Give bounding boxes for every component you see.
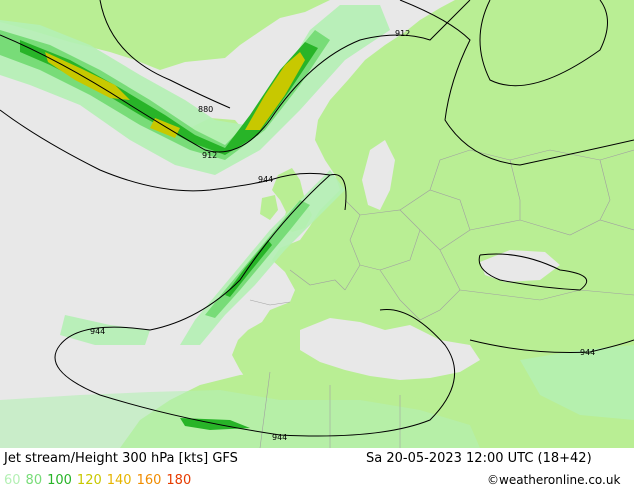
contour-label-912: 912 (202, 151, 217, 160)
legend-item: 160 (136, 473, 162, 488)
height-contours (0, 0, 634, 437)
contour-912-north (0, 0, 471, 153)
jet-stream-map: 912 880 912 944 944 944 944 (0, 0, 634, 449)
contour-label-944-a: 944 (258, 175, 273, 184)
jet-60-west (60, 315, 150, 345)
jet-100-greenland (20, 40, 318, 155)
sea-baltic (362, 140, 395, 210)
contour-944-west (59, 174, 331, 346)
contour-label-944-south: 944 (272, 433, 287, 442)
contour-880 (99, 0, 231, 109)
legend-item: 180 (166, 473, 192, 488)
land-greenland (0, 0, 330, 70)
contour-912-ring (479, 0, 608, 87)
credit-link[interactable]: ©weatheronline.co.uk (487, 473, 621, 487)
contour-944-north (0, 109, 347, 211)
map-footer: Jet stream/Height 300 hPa [kts] GFS Sa 2… (0, 448, 634, 490)
contour-label-944-east: 944 (580, 348, 595, 357)
map-datetime: Sa 20-05-2023 12:00 UTC (18+42) (366, 451, 592, 466)
contour-944-closed (399, 0, 634, 166)
jet-120-greenland-b (150, 118, 180, 138)
jet-60-south (0, 390, 480, 448)
speed-legend: 60 80 100 120 140 160 180 (4, 473, 196, 488)
sea-black-sea (480, 250, 560, 282)
legend-item: 100 (47, 473, 72, 488)
legend-item: 120 (76, 473, 102, 488)
jet-120-greenland-a (45, 52, 130, 100)
legend-item: 80 (25, 473, 43, 488)
sea-mediterranean (300, 318, 480, 380)
contour-944-east (469, 339, 634, 353)
jet-120-greenland-c (245, 52, 305, 130)
contour-label-880: 880 (198, 105, 213, 114)
land-ireland (260, 195, 278, 220)
country-borders (249, 149, 634, 449)
legend-item: 60 (4, 473, 21, 488)
legend-item: 140 (106, 473, 132, 488)
contour-944-east-loop (478, 253, 588, 291)
contour-944-south (54, 308, 456, 437)
contour-label-944-west: 944 (90, 327, 105, 336)
contour-label-912-north: 912 (395, 29, 410, 38)
jet-60-east (520, 345, 634, 420)
map-title: Jet stream/Height 300 hPa [kts] GFS (4, 451, 238, 466)
